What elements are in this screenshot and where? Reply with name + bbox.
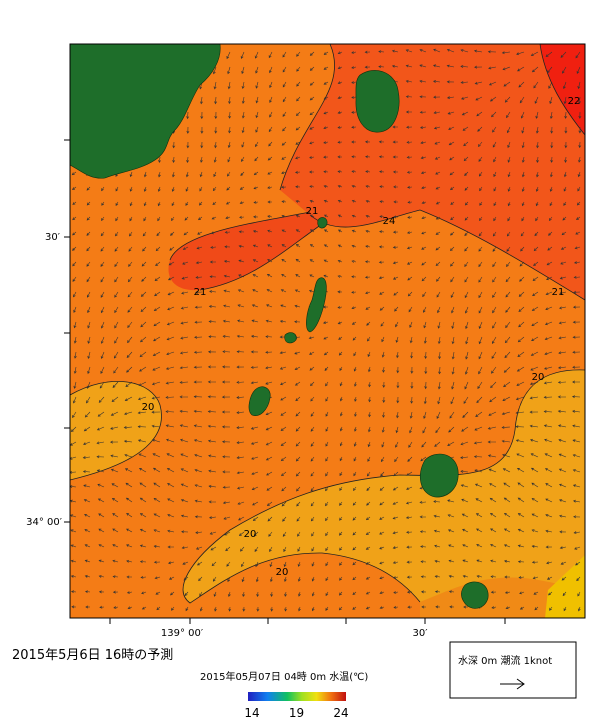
lon-label: 30′ bbox=[413, 628, 429, 639]
hot-region bbox=[540, 44, 585, 135]
islands bbox=[70, 44, 489, 609]
legend-text: 水深 0m 潮流 1knot bbox=[458, 654, 552, 667]
legend-arrow bbox=[500, 678, 525, 690]
map-area bbox=[70, 44, 585, 618]
lon-label: 139° 00′ bbox=[161, 628, 204, 639]
lat-label: 30′ bbox=[45, 232, 61, 243]
contour-label: 21 bbox=[552, 287, 565, 298]
contour-label: 22 bbox=[568, 96, 581, 107]
contour-label: 20 bbox=[244, 529, 257, 540]
colorbar-tick-label: 24 bbox=[333, 706, 348, 720]
lat-label: 34° 00′ bbox=[26, 517, 63, 528]
sea bbox=[420, 577, 585, 618]
contours bbox=[70, 44, 585, 604]
graticule-ticks bbox=[64, 139, 506, 624]
contour-label: 20 bbox=[276, 567, 289, 578]
colorbar-tick-label: 14 bbox=[244, 706, 259, 720]
title: 2015年5月6日 16時の予測 bbox=[12, 648, 173, 663]
subtitle: 2015年05月07日 04時 0m 水温(℃) bbox=[200, 670, 368, 683]
cool-region bbox=[545, 555, 585, 618]
contour-label: 21 bbox=[306, 206, 319, 217]
contour-label: 24 bbox=[383, 216, 396, 227]
map-frame bbox=[69, 43, 586, 619]
contour-label: 20 bbox=[532, 372, 545, 383]
colorbar bbox=[248, 692, 346, 701]
legend-box bbox=[449, 641, 577, 699]
colorbar-tick-label: 19 bbox=[289, 706, 304, 720]
cool-region bbox=[183, 369, 585, 618]
warm-region bbox=[168, 212, 322, 291]
cool-region bbox=[70, 381, 162, 480]
colorbar-ticks: 14 19 24 bbox=[244, 706, 348, 720]
contour-label: 20 bbox=[142, 402, 155, 413]
contour-label: 21 bbox=[194, 287, 207, 298]
